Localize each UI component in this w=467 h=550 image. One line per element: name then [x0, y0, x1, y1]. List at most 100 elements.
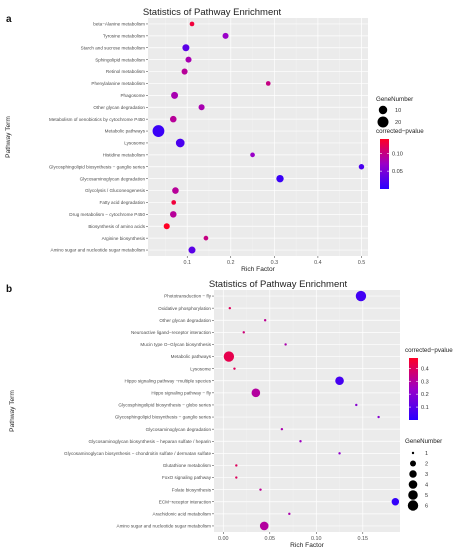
data-point — [299, 440, 302, 443]
data-point — [250, 152, 255, 158]
y-tick-label: Sphingolipid metabolism — [95, 57, 145, 62]
data-point — [228, 306, 232, 310]
y-tick-label: Hippo signaling pathway −multiple specie… — [125, 378, 212, 383]
y-tick-label: Glycolysis / Gluconeogenesis — [85, 188, 146, 193]
y-tick-label: Starch and sucrose metabolism — [81, 45, 146, 50]
panel-a-title: Statistics of Pathway Enrichment — [143, 7, 282, 18]
y-tick-label: Glutathione metabolism — [163, 463, 211, 468]
data-point — [338, 452, 341, 455]
data-point — [358, 164, 365, 170]
data-point — [284, 343, 287, 346]
data-point — [335, 376, 344, 386]
size-legend-key — [377, 116, 389, 128]
y-tick-label: Glycosaminoglycan biosynthesis − chondro… — [64, 451, 211, 456]
panel-b-y-tick-labels: Phototransduction − fly Oxidative phospho… — [64, 294, 214, 529]
x-tick-label: 0.00 — [218, 536, 229, 542]
y-tick-label: Folate biosynthesis — [172, 487, 212, 492]
data-point — [235, 476, 238, 479]
panel-b-plot-area — [214, 290, 400, 532]
y-tick-label: Histidine metabolism — [103, 152, 146, 157]
data-point — [280, 427, 284, 431]
data-point — [391, 498, 400, 506]
size-legend-label: 6 — [425, 504, 428, 510]
y-tick-label: FoxO signaling pathway — [162, 475, 212, 480]
panel-b-title: Statistics of Pathway Enrichment — [209, 279, 348, 290]
data-point — [175, 138, 185, 148]
y-tick-label: Neuroactive ligand−receptor interaction — [131, 330, 211, 335]
data-point — [233, 367, 236, 370]
y-tick-label: Phagosome — [120, 93, 145, 98]
data-point — [171, 200, 177, 205]
y-tick-label: Fatty acid degradation — [100, 200, 146, 205]
colorbar-label: 0.3 — [421, 379, 429, 385]
data-point — [203, 235, 209, 241]
y-tick-label: Metabolic pathways — [105, 129, 146, 134]
y-tick-label: Phototransduction − fly — [164, 294, 212, 299]
data-point — [171, 91, 179, 99]
panel-a-x-axis-title: Rich Factor — [241, 266, 276, 273]
data-point — [242, 331, 245, 334]
size-legend-key — [408, 490, 418, 500]
data-point — [276, 174, 284, 183]
data-point — [223, 351, 235, 362]
y-tick-label: Mucin type O−Glycan biosynthesis — [140, 342, 211, 347]
data-point — [163, 223, 170, 230]
size-legend-key — [378, 105, 388, 115]
y-tick-label: Other glycan degradation — [93, 105, 145, 110]
data-point — [198, 104, 205, 111]
size-legend-key — [411, 451, 415, 455]
x-tick-label: 0.3 — [271, 260, 279, 266]
data-point — [263, 319, 267, 322]
y-tick-label: Metabolic pathways — [171, 354, 212, 359]
panel-a-y-axis-title: Pathway Term — [5, 116, 12, 158]
data-point — [355, 403, 358, 407]
y-tick-label: Glycosphingolipid biosynthesis − ganglio… — [115, 415, 212, 420]
panel-a: a Statistics of Pathway Enrichment beta−… — [5, 7, 424, 273]
x-tick-label: 0.05 — [265, 536, 276, 542]
size-legend-label: 5 — [425, 493, 428, 499]
y-tick-label: Glycosaminoglycan biosynthesis − heparan… — [89, 439, 212, 444]
y-tick-label: Arginine biosynthesis — [102, 236, 146, 241]
y-tick-label: Amino sugar and nucleotide sugar metabol… — [117, 524, 212, 529]
y-tick-label: Lysosome — [190, 366, 211, 371]
panel-b: b Statistics of Pathway Enrichment Photo… — [6, 279, 453, 549]
panel-a-points — [152, 21, 365, 254]
panel-b-size-legend-title: GeneNumber — [405, 438, 442, 445]
data-point — [189, 21, 195, 27]
panel-b-size-legend: GeneNumber 1 2 3 4 5 6 — [405, 438, 442, 511]
data-point — [259, 488, 262, 491]
data-point — [182, 44, 190, 52]
data-point — [152, 125, 165, 137]
panel-a-plot-area — [148, 18, 368, 256]
data-point — [377, 415, 380, 419]
panel-b-color-legend-title: corrected−pvalue — [405, 347, 453, 354]
data-point — [251, 388, 261, 398]
colorbar-label: 0.2 — [421, 392, 429, 398]
y-tick-label: Amino sugar and nucleotide sugar metabol… — [51, 248, 146, 253]
x-tick-label: 0.1 — [183, 260, 191, 266]
colorbar-label: 0.4 — [421, 366, 429, 372]
data-point — [185, 56, 192, 63]
y-tick-label: Drug metabolism − cytochrome P450 — [69, 212, 145, 217]
panel-a-colorbar — [380, 139, 389, 189]
y-tick-label: ECM−receptor interaction — [159, 499, 212, 504]
y-tick-label: Phenylalanine metabolism — [91, 81, 145, 86]
size-legend-key — [410, 460, 416, 467]
size-legend-label: 1 — [425, 451, 428, 457]
data-point — [188, 246, 196, 254]
data-point — [259, 521, 269, 531]
y-tick-label: Metabolism of xenobiotics by cytochrome … — [49, 117, 145, 122]
size-legend-key — [407, 500, 419, 511]
data-point — [222, 32, 229, 39]
y-tick-label: Hippo signaling pathway − fly — [151, 390, 211, 395]
data-point — [355, 290, 367, 302]
y-tick-label: Lysosome — [124, 141, 145, 146]
panel-b-color-legend: corrected−pvalue 0.1 0.2 0.3 0.4 — [405, 347, 453, 420]
data-point — [288, 512, 291, 516]
panel-a-size-legend: GeneNumber 10 20 — [376, 96, 413, 128]
size-legend-label: 2 — [425, 462, 428, 468]
panel-a-color-legend-title: corrected−pvalue — [376, 128, 424, 135]
data-point — [181, 68, 188, 75]
x-tick-label: 0.2 — [227, 260, 235, 266]
